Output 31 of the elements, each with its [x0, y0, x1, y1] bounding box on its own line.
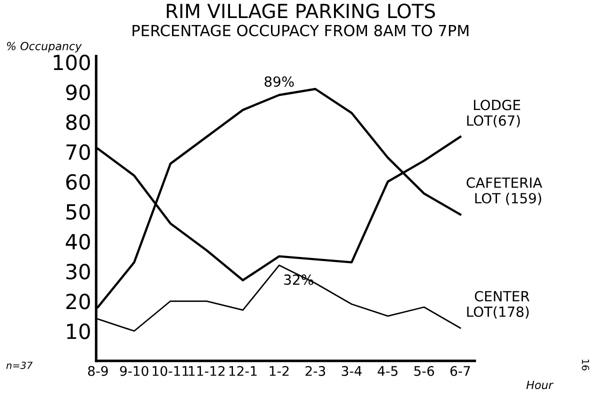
data-label: 89%	[264, 76, 294, 87]
y-axis-title: % Occupancy	[7, 42, 82, 52]
y-tick-label: 20	[66, 294, 90, 310]
x-tick-label: 12-1	[229, 366, 257, 376]
x-tick-label: 9-10	[120, 366, 148, 376]
y-tick-label: 80	[66, 114, 90, 130]
series-label: LODGE LOT(67)	[467, 100, 520, 128]
y-tick-label: 60	[66, 174, 90, 190]
series-label: CENTER LOT(178)	[467, 290, 530, 319]
y-tick-label: 50	[66, 204, 90, 220]
chart-subtitle: PERCENTAGE OCCUPACY FROM 8AM TO 7PM	[132, 24, 468, 36]
x-tick-label: 8-9	[88, 366, 108, 376]
x-tick-label: 6-7	[450, 366, 470, 376]
y-tick-label: 30	[66, 264, 90, 280]
y-tick-label: 100	[54, 54, 90, 70]
chart-title: RIM VILLAGE PARKING LOTS	[166, 4, 435, 18]
text: n=37	[6, 362, 33, 370]
x-tick-label: 2-3	[306, 366, 326, 376]
y-tick-label: 40	[66, 234, 90, 250]
x-tick-label: 5-6	[414, 366, 434, 376]
y-tick-label: 10	[67, 323, 90, 340]
y-tick-label: 90	[66, 84, 90, 100]
x-tick-label: 11-12	[188, 366, 225, 376]
x-axis-title: Hour	[526, 380, 554, 390]
x-tick-label: 1-2	[270, 366, 289, 376]
x-tick-label: 4-5	[378, 366, 398, 376]
y-tick-label: 70	[66, 144, 90, 160]
text: 16	[582, 360, 590, 370]
x-tick-label: 3-4	[342, 366, 362, 376]
series-label: CAFETERIA LOT (159)	[466, 177, 542, 206]
x-tick-label: 10-11	[152, 366, 188, 376]
